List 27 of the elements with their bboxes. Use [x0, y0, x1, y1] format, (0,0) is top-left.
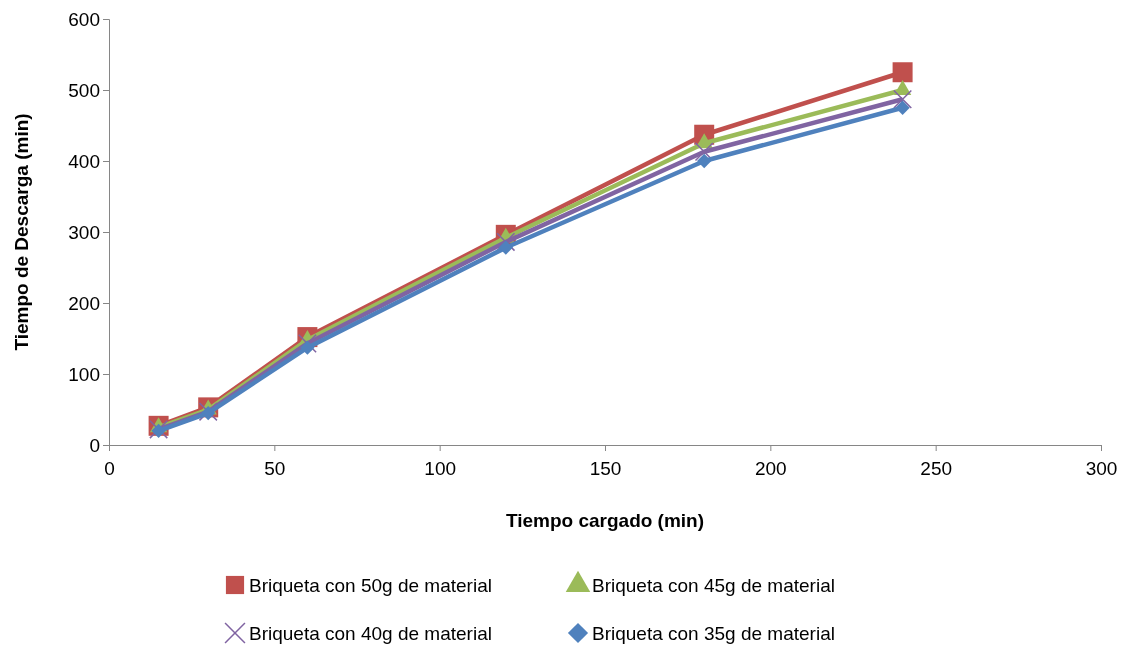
- point: [895, 100, 910, 115]
- y-tick-label: 500: [68, 79, 100, 101]
- y-axis-title: Tiempo de Descarga (min): [11, 113, 32, 351]
- y-tick-label: 300: [68, 221, 100, 243]
- y-tick-label: 400: [68, 150, 100, 172]
- point: [892, 62, 913, 83]
- y-tick-label: 600: [68, 8, 100, 30]
- y-tick-label: 200: [68, 292, 100, 314]
- x-tick-label: 200: [754, 457, 787, 479]
- x-tick-label: 300: [1085, 457, 1118, 479]
- point: [893, 89, 913, 109]
- legend-label: Briqueta con 35g de material: [592, 623, 835, 644]
- x-tick-label: 100: [424, 457, 457, 479]
- legend-label: Briqueta con 40g de material: [249, 623, 492, 644]
- x-tick-label: 250: [920, 457, 953, 479]
- y-tick-label: 100: [68, 363, 100, 385]
- point: [498, 240, 513, 255]
- legend-label: Briqueta con 45g de material: [592, 575, 835, 596]
- point: [300, 340, 315, 355]
- point: [697, 153, 712, 169]
- x-tick-label: 0: [104, 457, 115, 479]
- legend-label: Briqueta con 50g de material: [249, 575, 492, 596]
- x-tick-label: 50: [264, 457, 286, 479]
- x-tick-label: 150: [589, 457, 622, 479]
- point: [694, 142, 714, 162]
- y-tick-label: 0: [89, 434, 100, 456]
- x-axis-title: Tiempo cargado (min): [505, 510, 705, 531]
